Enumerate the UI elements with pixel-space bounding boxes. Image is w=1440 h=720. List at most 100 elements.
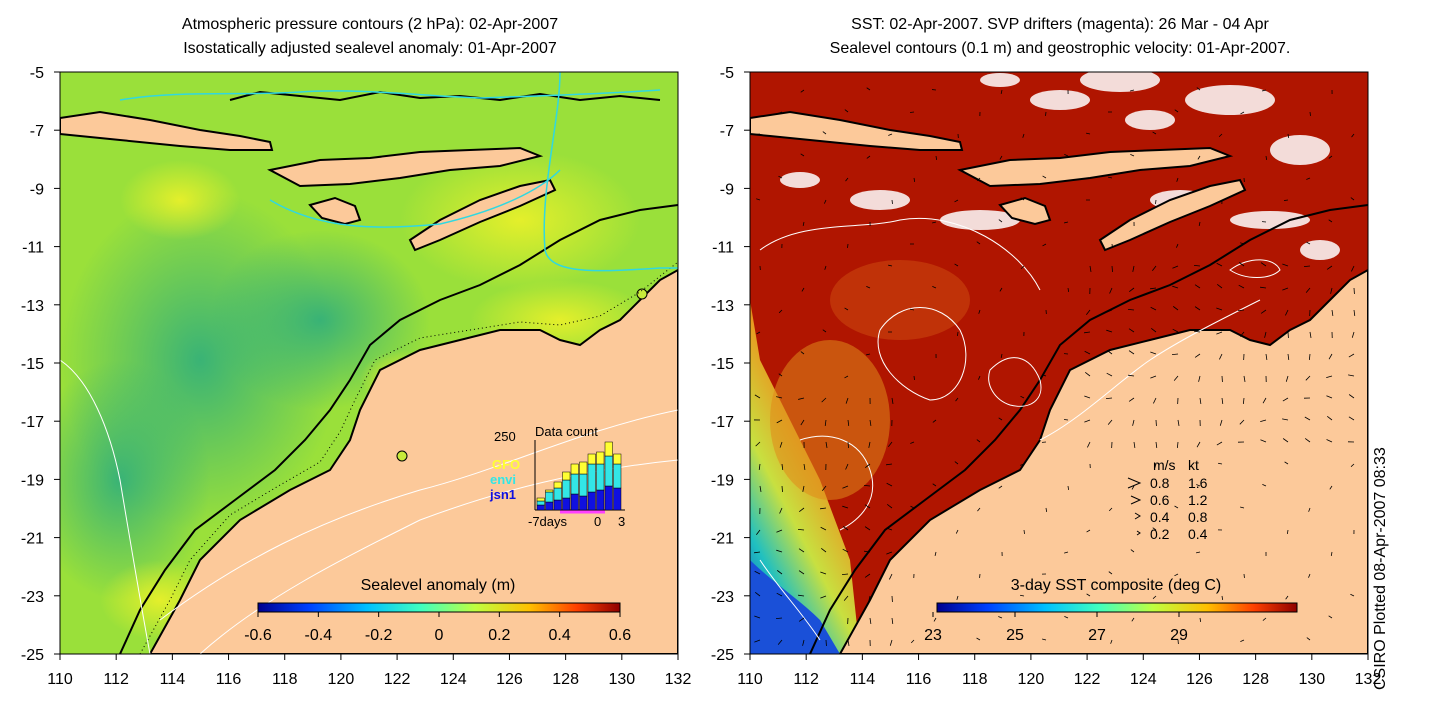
velocity-arrow [845,463,849,470]
velocity-arrow [1150,351,1157,355]
velocity-arrow [776,549,783,553]
velocity-arrow [844,307,849,311]
velocity-arrow [1045,111,1047,117]
velocity-arrow [1153,397,1157,404]
velocity-arrow [755,441,761,447]
velocity-arrow [1155,199,1157,205]
velocity-arrow [823,199,827,204]
velocity-arrow [1086,529,1091,533]
sealevel-contour [1229,259,1281,278]
velocity-arrow [1105,397,1113,399]
velocity-arrow [1193,265,1201,267]
velocity-arrow [781,463,784,471]
velocity-arrow [1240,639,1245,643]
buoy-marker [636,288,648,300]
data-count-bar [545,489,554,493]
sealevel-contour [988,357,1042,407]
velocity-arrow [1089,265,1092,272]
velocity-arrow [1172,306,1179,311]
data-count-title: Data count [535,424,598,439]
velocity-arrow [1221,595,1224,601]
velocity-arrow [1330,287,1333,294]
data-count-xlabel: 3 [618,514,625,529]
velocity-arrow [1285,595,1289,600]
pressure-contour-cyan [119,89,661,101]
data-count-bar [545,491,554,503]
velocity-arrow [1194,330,1201,333]
x-tick-label: 126 [1186,671,1213,688]
velocity-arrow [779,441,783,448]
velocity-arrow [1282,438,1289,443]
velocity-arrow [1064,221,1069,224]
velocity-arrow [1326,375,1333,379]
y-tick-label: -15 [711,356,734,373]
velocity-arrow [1131,485,1135,490]
velocity-arrow [1331,309,1334,316]
velocity-arrow [844,109,849,113]
velocity-arrow [1127,309,1135,311]
velocity-arrow [1130,154,1135,157]
velocity-arrow-0-4 [1134,512,1141,520]
y-tick-label: -13 [711,298,734,315]
sla-high-region [120,160,240,240]
velocity-arrow [1152,595,1157,599]
velocity-arrow [759,485,762,492]
velocity-arrow [820,548,827,553]
velocity-arrow [1176,177,1179,182]
y-tick-label: -9 [30,181,44,198]
velocity-arrow [976,637,981,641]
velocity-arrow [1350,463,1355,467]
velocity-arrow [978,309,981,314]
sealevel-contour [1039,299,1261,441]
velocity-arrow [998,616,1003,619]
right-y-axis: -5 -7 -9 -11 -13 -15 -17 -19 -21 -23 -25 [711,65,750,664]
velocity-arrow [1238,284,1245,289]
velocity-arrow [888,441,893,447]
velocity-arrow [1154,463,1157,468]
velocity-arrow [845,397,849,404]
legend-envi: envi [490,472,516,487]
velocity-arrow [935,155,938,161]
velocity-arrow [1240,111,1245,115]
velocity-arrow [1064,551,1069,554]
velocity-arrow [825,441,828,448]
cloud-patch [1185,85,1275,115]
y-tick-label: -21 [711,531,734,548]
y-tick-label: -19 [711,472,734,489]
left-y-axis: -5 -7 -9 -11 -13 -15 -17 -19 -21 -23 -25 [21,65,60,664]
velocity-arrow [798,617,805,622]
velocity-ms-0: 0.8 [1150,475,1170,491]
velocity-arrow [756,331,761,335]
velocity-arrow [1171,353,1179,355]
data-count-bar [536,497,545,502]
velocity-arrow [1238,262,1245,267]
velocity-arrow [1199,617,1202,623]
colorbar-tick-label: 23 [924,627,942,644]
velocity-arrow [841,573,849,575]
cloud-patch [850,190,910,210]
java-island [750,110,964,151]
legend-gfo: GFO [492,457,520,472]
velocity-arrow [1216,331,1223,335]
velocity-arrow [1196,441,1201,448]
velocity-arrow [754,639,761,643]
velocity-arrow [776,396,783,399]
velocity-arrow [977,507,981,512]
velocity-legend-ms-header: m/s [1153,457,1176,473]
velocity-arrow [1152,265,1157,271]
data-count-ymax: 250 [494,429,516,444]
x-tick-label: 118 [962,671,988,688]
velocity-arrow [1128,397,1135,402]
velocity-arrow [1173,375,1179,381]
sumba-island [308,196,362,226]
velocity-arrow [1262,89,1267,92]
velocity-arrow [1351,265,1355,272]
velocity-arrow [1282,418,1289,421]
velocity-arrow [891,617,894,625]
velocity-arrow [976,177,981,182]
velocity-arrow [1194,306,1201,311]
velocity-arrow [1217,462,1223,465]
data-count-bar [613,453,622,465]
velocity-arrow [821,397,827,403]
x-tick-label: 122 [1074,671,1101,688]
